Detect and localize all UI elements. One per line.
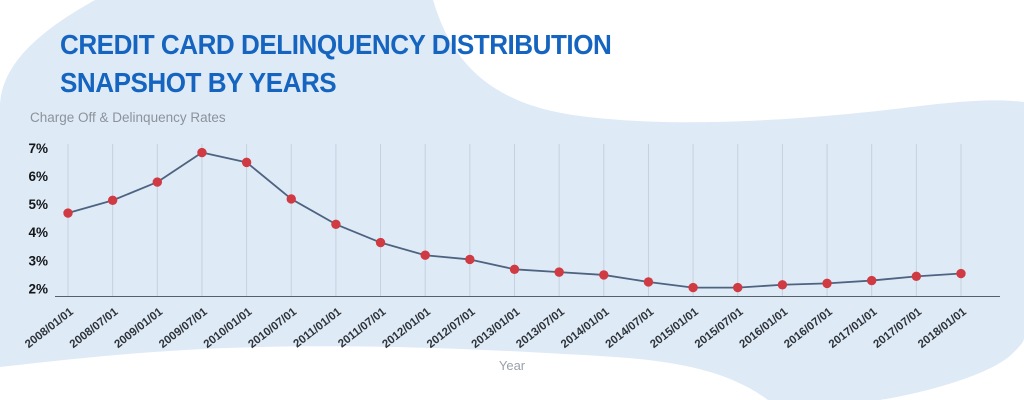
y-tick-label: 5% — [28, 197, 48, 212]
data-point — [241, 157, 252, 168]
data-point — [911, 271, 922, 282]
x-tick-label: 2009/07/01 — [157, 306, 210, 351]
page-title-line-2: SNAPSHOT BY YEARS — [60, 67, 337, 98]
data-point — [465, 254, 475, 265]
x-tick-label: 2008/01/01 — [23, 306, 76, 351]
data-point — [599, 270, 609, 280]
x-tick-label: 2013/01/01 — [470, 306, 523, 351]
x-tick-label: 2008/07/01 — [68, 306, 121, 351]
y-tick-label: 4% — [28, 225, 48, 240]
x-tick-label: 2015/01/01 — [648, 306, 701, 351]
x-tick-label: 2009/01/01 — [112, 306, 165, 351]
data-point — [107, 195, 118, 206]
data-point — [643, 277, 654, 287]
data-point — [688, 282, 698, 293]
x-tick-label: 2016/01/01 — [737, 306, 790, 351]
data-point — [733, 282, 743, 293]
x-tick-label: 2017/07/01 — [871, 306, 924, 351]
data-point — [777, 280, 788, 290]
x-tick-label: 2010/07/01 — [246, 306, 299, 351]
x-tick-label: 2018/01/01 — [916, 306, 969, 351]
data-point — [152, 177, 162, 187]
x-tick-label: 2014/07/01 — [604, 306, 657, 351]
y-tick-label: 2% — [28, 282, 48, 297]
data-point — [822, 278, 832, 289]
x-tick-label: 2015/07/01 — [693, 306, 746, 351]
data-point — [420, 250, 430, 260]
x-axis-title: Year — [498, 358, 526, 373]
x-tick-label: 2011/01/01 — [292, 306, 345, 351]
y-axis-title: Charge Off & Delinquency Rates — [30, 110, 226, 125]
y-tick-label: 3% — [28, 253, 48, 268]
data-point — [956, 268, 966, 279]
data-point — [867, 275, 877, 286]
data-point — [331, 219, 341, 229]
x-tick-label: 2016/07/01 — [782, 306, 835, 351]
data-point — [509, 264, 520, 275]
data-point — [554, 267, 564, 277]
y-tick-label: 7% — [28, 141, 48, 156]
data-point — [197, 147, 207, 158]
x-tick-label: 2017/01/01 — [827, 306, 880, 351]
x-tick-label: 2012/01/01 — [380, 306, 433, 351]
data-point — [286, 194, 296, 204]
x-tick-label: 2013/07/01 — [514, 306, 567, 351]
data-point — [375, 237, 386, 248]
data-point — [63, 208, 73, 218]
x-tick-label: 2012/07/01 — [425, 306, 478, 351]
page-title-line-1: CREDIT CARD DELINQUENCY DISTRIBUTION — [60, 29, 612, 60]
page-title: CREDIT CARD DELINQUENCY DISTRIBUTION SNA… — [60, 26, 612, 102]
x-tick-label: 2014/01/01 — [559, 306, 612, 351]
x-tick-label: 2010/01/01 — [202, 306, 255, 351]
y-tick-label: 6% — [28, 169, 48, 184]
